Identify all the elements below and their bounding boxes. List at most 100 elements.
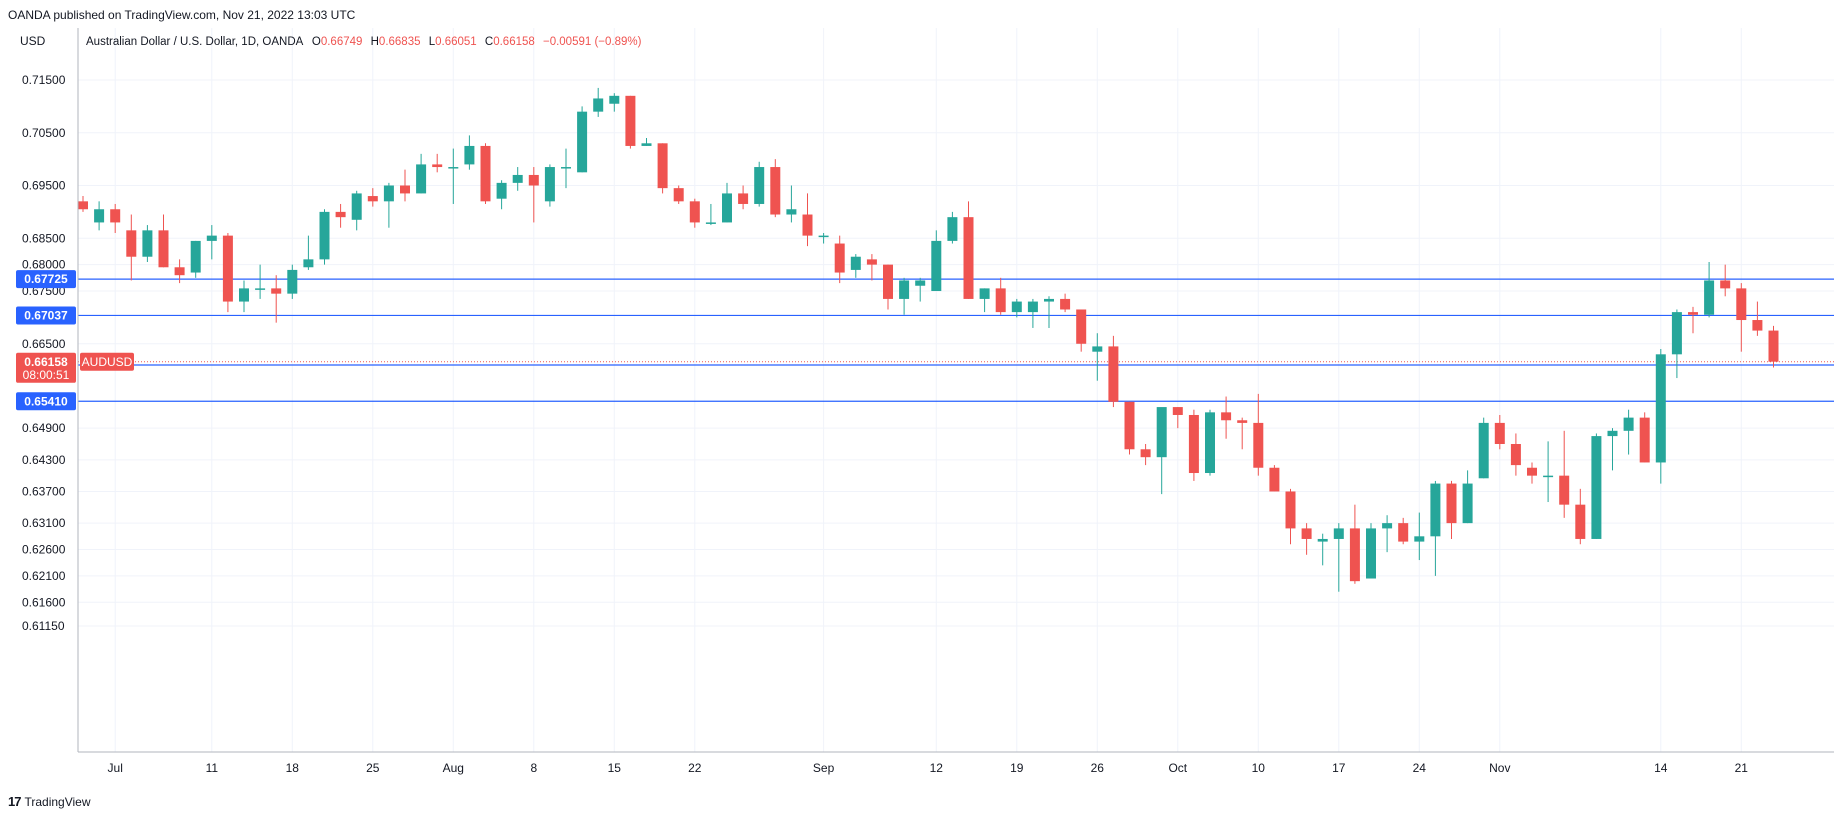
candle[interactable] [1510,433,1521,476]
candle[interactable] [1559,430,1570,518]
candle[interactable] [1108,335,1119,408]
candle[interactable] [287,264,298,299]
candle[interactable] [577,106,588,173]
candle[interactable] [770,159,781,218]
candle[interactable] [1736,283,1747,352]
candle[interactable] [351,190,362,231]
candle[interactable] [1446,480,1457,539]
candle[interactable] [673,185,684,204]
candle[interactable] [206,225,217,260]
candle[interactable] [722,182,732,223]
candle[interactable] [1205,409,1215,476]
candle[interactable] [142,225,153,262]
candle[interactable] [1494,414,1505,450]
candle[interactable] [1060,293,1071,313]
candle[interactable] [1607,428,1618,471]
candle[interactable] [126,214,137,281]
candle[interactable] [1575,488,1586,545]
candle[interactable] [1655,349,1666,484]
candle[interactable] [496,180,507,210]
candle[interactable] [1366,523,1376,579]
candle[interactable] [947,211,958,244]
candle[interactable] [255,264,266,299]
candle[interactable] [963,201,974,299]
candle[interactable] [158,214,169,268]
candle[interactable] [480,143,491,204]
candle[interactable] [303,235,314,270]
candle[interactable] [1076,309,1087,352]
candle[interactable] [512,167,523,191]
candle[interactable] [1382,515,1393,553]
candle[interactable] [1188,409,1199,481]
candle[interactable] [190,240,201,278]
candle[interactable] [625,95,636,149]
candle[interactable] [1253,393,1264,476]
candle[interactable] [1704,262,1715,318]
candle[interactable] [593,87,604,117]
candle[interactable] [754,161,765,207]
candle[interactable] [705,203,716,226]
candle[interactable] [432,153,443,173]
candle[interactable] [448,148,459,204]
candle[interactable] [110,203,121,233]
candle[interactable] [657,143,668,194]
candle[interactable] [464,135,475,170]
candle[interactable] [544,164,555,207]
candle[interactable] [689,198,700,228]
candle[interactable] [915,277,926,302]
candle[interactable] [1639,412,1650,463]
candle[interactable] [931,230,942,292]
candle[interactable] [528,167,539,223]
candle[interactable] [1398,517,1409,545]
candle[interactable] [335,203,346,228]
candle[interactable] [400,169,410,202]
candles[interactable] [78,87,1779,592]
candle[interactable] [319,209,330,265]
candle[interactable] [883,264,893,310]
candle[interactable] [786,185,797,223]
candle[interactable] [818,232,829,244]
candle[interactable] [641,138,652,146]
candle[interactable] [1269,465,1280,492]
candle[interactable] [866,254,877,281]
candle[interactable] [979,288,990,313]
candle[interactable] [1414,512,1425,561]
candle[interactable] [271,275,282,323]
candle[interactable] [1317,533,1328,566]
candle[interactable] [1044,296,1054,328]
candle[interactable] [561,148,571,189]
candle[interactable] [1591,433,1602,539]
candle[interactable] [383,182,394,228]
candle[interactable] [1478,417,1489,479]
candle[interactable] [1671,309,1682,379]
candle[interactable] [1011,298,1022,318]
candle[interactable] [78,196,88,212]
candle[interactable] [416,153,427,194]
candle[interactable] [1430,480,1441,576]
candle[interactable] [802,193,813,247]
candle[interactable] [1301,523,1312,555]
candle[interactable] [1720,264,1731,297]
candle[interactable] [1543,441,1554,503]
candle[interactable] [1285,488,1296,545]
candle[interactable] [1688,306,1698,334]
candle[interactable] [609,93,620,112]
candle[interactable] [1027,298,1038,328]
candle[interactable] [239,280,249,313]
candle[interactable] [1237,417,1248,450]
candle[interactable] [1349,504,1360,584]
candle[interactable] [94,201,105,231]
candle[interactable] [1124,401,1135,455]
candle[interactable] [1462,470,1473,524]
candle[interactable] [1527,462,1537,484]
candle[interactable] [1333,523,1344,592]
candle[interactable] [174,259,185,284]
candle[interactable] [1156,407,1167,495]
candle[interactable] [899,277,910,315]
candle[interactable] [1221,396,1232,439]
candle[interactable] [1752,301,1763,336]
candle[interactable] [1172,407,1183,429]
candle[interactable] [834,235,845,284]
candle[interactable] [1140,444,1151,466]
